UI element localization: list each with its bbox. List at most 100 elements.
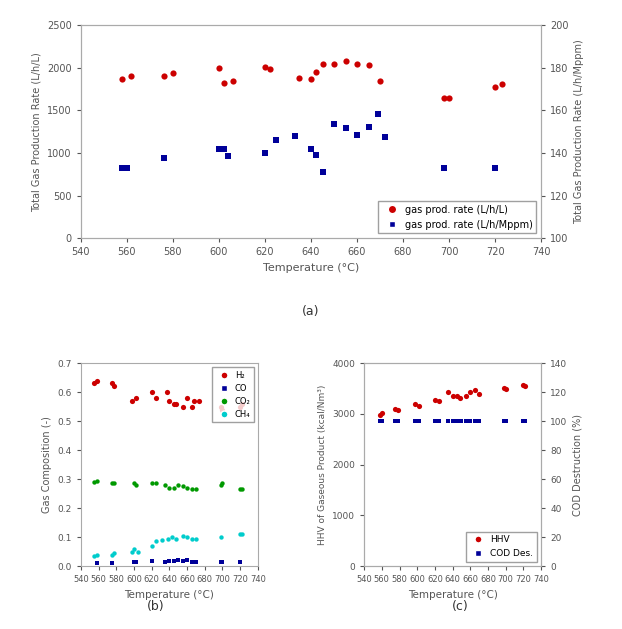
Point: [443, 387, 453, 397]
Legend: gas prod. rate (L/h/L), gas prod. rate (L/h/Mppm): gas prod. rate (L/h/L), gas prod. rate (…: [378, 201, 536, 233]
Point: [92, 476, 102, 486]
Point: [92, 550, 102, 560]
Point: [169, 556, 179, 566]
Point: [310, 150, 320, 160]
Point: [501, 416, 511, 426]
Text: (c): (c): [452, 600, 468, 613]
Point: [457, 416, 466, 426]
Point: [264, 64, 274, 74]
Point: [187, 533, 197, 543]
Point: [430, 416, 440, 426]
Point: [390, 404, 400, 415]
Point: [340, 123, 350, 133]
Point: [131, 480, 141, 490]
Point: [160, 557, 170, 567]
Point: [169, 399, 179, 409]
Point: [109, 548, 119, 558]
Point: [306, 144, 316, 154]
Point: [430, 394, 440, 404]
Point: [107, 558, 117, 568]
Point: [92, 376, 102, 386]
Point: [128, 396, 137, 406]
Point: [164, 483, 174, 493]
Point: [151, 479, 161, 489]
Point: [363, 60, 373, 70]
Point: [129, 557, 139, 567]
Point: [129, 479, 139, 489]
Point: [172, 533, 182, 543]
Point: [440, 94, 450, 104]
Point: [237, 399, 247, 409]
Point: [107, 479, 117, 489]
Y-axis label: HHV of Gaseous Product (kcal/Nm³): HHV of Gaseous Product (kcal/Nm³): [317, 384, 327, 545]
Point: [216, 557, 226, 567]
Point: [260, 148, 270, 158]
Y-axis label: COD Destruction (%): COD Destruction (%): [573, 414, 583, 516]
Point: [218, 557, 228, 567]
Point: [317, 167, 327, 177]
Point: [216, 532, 226, 542]
Point: [434, 396, 444, 406]
Point: [218, 404, 228, 415]
Point: [162, 533, 172, 543]
Point: [216, 480, 226, 490]
Point: [191, 557, 201, 567]
Point: [519, 416, 529, 426]
Point: [126, 71, 136, 81]
Point: [118, 74, 128, 84]
Point: [363, 123, 373, 133]
Point: [470, 416, 480, 426]
Point: [147, 387, 157, 397]
Point: [193, 396, 203, 406]
Point: [377, 408, 387, 418]
Point: [329, 119, 339, 129]
Point: [375, 416, 385, 426]
Point: [235, 401, 245, 411]
Point: [131, 557, 141, 567]
Point: [228, 75, 238, 86]
Point: [178, 481, 188, 491]
Point: [160, 480, 170, 490]
Point: [118, 162, 128, 172]
Legend: H₂, CO, CO₂, CH₄: H₂, CO, CO₂, CH₄: [212, 367, 254, 423]
Point: [164, 556, 174, 566]
Point: [470, 385, 480, 395]
Point: [352, 58, 362, 69]
Point: [444, 92, 454, 103]
Point: [465, 416, 475, 426]
Point: [178, 556, 188, 566]
Point: [448, 391, 458, 401]
Point: [375, 410, 385, 420]
Point: [147, 479, 157, 489]
X-axis label: Temperature (°C): Temperature (°C): [407, 589, 498, 599]
Point: [465, 387, 475, 397]
Point: [352, 130, 362, 140]
Legend: HHV, COD Des.: HHV, COD Des.: [466, 532, 537, 562]
Point: [107, 379, 117, 389]
Point: [329, 59, 339, 69]
Point: [340, 56, 350, 66]
Point: [128, 547, 137, 557]
Point: [375, 75, 385, 86]
Point: [294, 73, 304, 83]
Point: [159, 71, 169, 81]
Point: [178, 531, 188, 541]
Point: [306, 74, 316, 84]
Point: [147, 541, 157, 551]
Point: [178, 401, 188, 411]
Point: [434, 416, 444, 426]
Text: (b): (b): [147, 600, 164, 613]
Point: [122, 164, 132, 174]
Point: [151, 393, 161, 403]
Point: [172, 399, 182, 409]
Point: [157, 535, 167, 545]
Point: [520, 416, 530, 426]
Point: [182, 532, 192, 542]
Point: [390, 416, 400, 426]
Point: [461, 391, 471, 401]
Point: [191, 484, 201, 494]
Point: [490, 82, 500, 92]
Point: [392, 405, 402, 415]
Point: [89, 477, 99, 487]
Point: [151, 537, 161, 547]
